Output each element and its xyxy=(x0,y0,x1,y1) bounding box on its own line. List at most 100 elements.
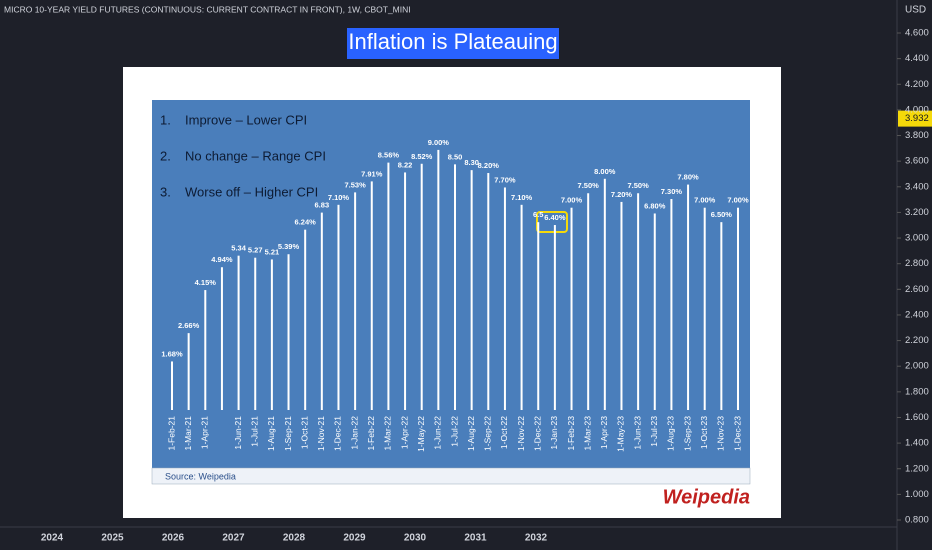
time-label: 2029 xyxy=(343,533,366,544)
symbol: MICRO 10-YEAR YIELD FUTURES (CONTINUOUS:… xyxy=(4,4,411,14)
bar xyxy=(220,267,223,410)
time-label: 2024 xyxy=(41,533,64,544)
x-tick-label: 1-Dec-23 xyxy=(732,416,742,451)
value-label: 9.00% xyxy=(428,138,450,147)
price-tick-label: 0.800 xyxy=(905,515,929,526)
value-label: 7.00% xyxy=(727,196,749,205)
x-tick-label: 1-Dec-21 xyxy=(333,416,343,451)
price-tick-label: 2.600 xyxy=(905,284,929,295)
price-tick-label: 3.800 xyxy=(905,130,929,141)
time-label: 2028 xyxy=(283,533,306,544)
time-label: 2026 xyxy=(162,533,185,544)
value-label: 8.50 xyxy=(448,152,463,161)
price-tick-label: 4.400 xyxy=(905,53,929,64)
bar xyxy=(304,229,307,410)
value-label: 8.52% xyxy=(411,152,433,161)
bar xyxy=(387,162,390,410)
x-tick-label: 1-Oct-23 xyxy=(699,416,709,449)
value-label: 7.50% xyxy=(578,181,600,190)
bar xyxy=(171,361,173,410)
value-label: 6.40% xyxy=(544,213,566,222)
bar xyxy=(720,222,723,410)
x-tick-label: 1-Sep-22 xyxy=(483,416,493,451)
x-tick-label: 1-Jul-21 xyxy=(249,416,259,447)
x-tick-label: 1-Feb-23 xyxy=(566,416,576,451)
bar xyxy=(537,222,540,410)
value-label: 6.50% xyxy=(711,210,733,219)
x-tick-label: 1-Mar-23 xyxy=(582,416,592,451)
price-badge xyxy=(898,110,932,127)
x-tick-label: 1-Sep-23 xyxy=(682,416,692,451)
price-tick-label: 1.800 xyxy=(905,386,929,397)
bar xyxy=(637,193,640,410)
x-tick-label: 1-Aug-23 xyxy=(666,416,676,451)
x-tick-label: 1-Apr-21 xyxy=(200,416,210,449)
value-label: 7.50% xyxy=(627,181,649,190)
price-tick-label: 3.400 xyxy=(905,181,929,192)
source-box xyxy=(151,467,751,485)
x-tick-label: 1-Aug-22 xyxy=(466,416,476,451)
x-tick-label: 1-Feb-21 xyxy=(166,416,176,451)
banner-text: Inflation is Plateauing xyxy=(348,29,557,54)
value-label: 7.53% xyxy=(344,180,366,189)
value-label: 8.30 xyxy=(464,158,479,167)
time-label: 2031 xyxy=(464,533,487,544)
bar xyxy=(687,184,690,410)
bar xyxy=(354,192,357,410)
value-label: 6.83 xyxy=(315,201,330,210)
x-tick-label: 1-Nov-23 xyxy=(716,416,726,451)
bar xyxy=(670,199,673,410)
bar xyxy=(520,204,523,410)
x-tick-label: 1-Jan-23 xyxy=(549,416,559,450)
x-tick-label: 1-Oct-21 xyxy=(299,416,309,449)
x-tick-label: 1-Feb-22 xyxy=(366,416,376,451)
price-tick-label: 4.200 xyxy=(905,79,929,90)
bar xyxy=(503,187,506,410)
x-tick-label: 1-Dec-22 xyxy=(532,416,542,451)
brand: Weipedia xyxy=(663,486,750,508)
time-label: 2027 xyxy=(222,533,245,544)
value-label: 6.5 xyxy=(533,210,543,219)
annotation: 3. xyxy=(160,184,171,199)
plot-area xyxy=(152,100,750,468)
bar xyxy=(420,163,423,410)
value-label: 7.20% xyxy=(611,190,633,199)
x-tick-label: 1-Apr-22 xyxy=(399,416,409,449)
bar xyxy=(703,207,706,410)
price-tick-label: 2.000 xyxy=(905,361,929,372)
price-tick-label: 3.200 xyxy=(905,207,929,218)
time-label: 2032 xyxy=(525,533,548,544)
x-tick-label: 1-May-23 xyxy=(616,416,626,452)
x-tick-label: 1-Jan-22 xyxy=(349,416,359,450)
value-label: 7.91% xyxy=(361,169,383,178)
bar xyxy=(337,204,340,410)
bar xyxy=(603,178,606,410)
source: Source: Weipedia xyxy=(165,471,236,481)
x-tick-label: 1-Nov-21 xyxy=(316,416,326,451)
bar xyxy=(254,257,257,410)
bar xyxy=(570,207,573,410)
bar xyxy=(287,254,290,410)
value-label: 7.10% xyxy=(511,193,533,202)
bar xyxy=(737,207,739,410)
x-tick-label: 1-Jun-22 xyxy=(433,416,443,450)
value-label: 8.20% xyxy=(478,161,500,170)
bar xyxy=(553,225,556,410)
annotation: Worse off – Higher CPI xyxy=(185,184,318,199)
value-label: 5.34 xyxy=(231,244,246,253)
value-label: 7.00% xyxy=(694,196,716,205)
value-label: 8.00% xyxy=(594,167,616,176)
value-label: 5.27 xyxy=(248,246,263,255)
x-tick-label: 1-Nov-22 xyxy=(516,416,526,451)
price-tick-label: 4.600 xyxy=(905,28,929,39)
bar xyxy=(620,201,623,410)
price-tick-label: 4.000 xyxy=(905,104,929,115)
highlight-box xyxy=(536,211,568,233)
bar xyxy=(187,333,190,410)
bar xyxy=(320,212,323,410)
value-label: 5.39% xyxy=(278,242,300,251)
value-label: 4.94% xyxy=(211,255,233,264)
value-label: 7.70% xyxy=(494,175,516,184)
